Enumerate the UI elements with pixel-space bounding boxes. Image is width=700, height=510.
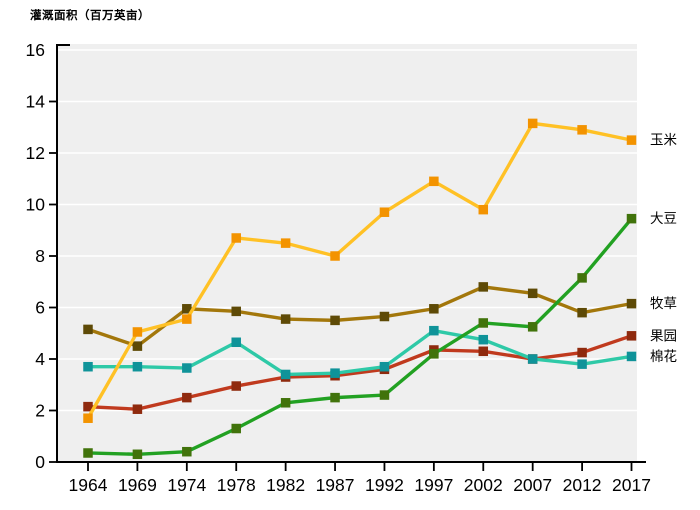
y-tick-label: 10	[26, 195, 46, 215]
series-marker-cotton	[280, 369, 291, 380]
series-label-corn: 玉米	[650, 133, 678, 148]
series-marker-soybean	[379, 390, 390, 400]
series-marker-corn	[429, 176, 439, 187]
series-marker-orchard	[132, 404, 143, 414]
series-marker-cotton	[478, 334, 489, 345]
y-tick-label: 8	[35, 246, 45, 266]
series-marker-hay	[330, 315, 340, 326]
series-marker-hay	[626, 298, 637, 309]
series-marker-cotton	[182, 363, 192, 373]
x-tick-label: 2002	[464, 475, 503, 495]
series-marker-soybean	[626, 213, 637, 224]
series-marker-hay	[182, 304, 192, 314]
series-marker-corn	[132, 327, 143, 337]
y-tick-label: 2	[35, 401, 45, 421]
series-marker-corn	[379, 207, 390, 217]
series-marker-hay	[231, 306, 241, 317]
series-marker-cotton	[626, 351, 637, 362]
x-tick-label: 1974	[167, 475, 206, 495]
series-marker-cotton	[429, 325, 439, 336]
series-marker-corn	[182, 314, 192, 324]
y-tick-label: 6	[35, 298, 45, 318]
series-label-orchard: 果园	[650, 328, 677, 343]
series-label-soybean: 大豆	[650, 211, 677, 226]
series-marker-hay	[83, 324, 93, 335]
series-marker-cotton	[527, 354, 538, 364]
series-line-orchard	[87, 334, 633, 411]
series-marker-soybean	[231, 423, 241, 434]
x-tick-label: 1982	[266, 475, 305, 495]
series-marker-soybean	[132, 449, 143, 460]
y-tick-label: 14	[26, 92, 46, 112]
series-marker-corn	[231, 233, 241, 243]
series-marker-soybean	[280, 398, 291, 408]
series-marker-orchard	[577, 347, 587, 358]
x-tick-label: 1997	[414, 475, 453, 495]
series-label-cotton: 棉花	[650, 349, 677, 364]
series-marker-corn	[527, 118, 538, 129]
series-marker-hay	[527, 288, 538, 299]
x-tick-label: 1992	[365, 475, 404, 495]
series-marker-orchard	[626, 331, 637, 341]
series-marker-corn	[626, 135, 637, 145]
series-marker-orchard	[231, 381, 241, 391]
series-line-cotton	[88, 328, 632, 377]
series-marker-soybean	[478, 318, 489, 328]
y-tick-label: 0	[35, 452, 45, 472]
x-tick-label: 1978	[217, 475, 256, 495]
x-tick-label: 2012	[563, 475, 602, 495]
series-marker-cotton	[132, 361, 143, 372]
x-tick-label: 1964	[69, 475, 108, 495]
series-line-corn	[86, 121, 632, 420]
series-marker-corn	[280, 238, 291, 248]
series-marker-hay	[429, 304, 439, 314]
series-marker-hay	[280, 314, 291, 324]
series-marker-corn	[330, 251, 340, 261]
series-marker-cotton	[379, 361, 390, 372]
series-marker-cotton	[231, 337, 241, 348]
series-line-hay	[87, 285, 632, 349]
series-marker-soybean	[429, 349, 439, 359]
series-marker-soybean	[330, 392, 340, 403]
series-marker-orchard	[83, 401, 93, 412]
series-marker-cotton	[83, 361, 93, 372]
series-marker-hay	[132, 341, 143, 351]
series-marker-hay	[577, 307, 587, 318]
series-marker-corn	[478, 204, 489, 215]
series-label-hay: 牧草	[650, 296, 677, 311]
y-tick-label: 12	[26, 143, 45, 163]
series-marker-orchard	[478, 346, 489, 357]
series-marker-soybean	[83, 448, 93, 458]
series-marker-hay	[379, 311, 390, 322]
series-marker-soybean	[577, 273, 587, 283]
x-tick-label: 2017	[612, 475, 651, 495]
y-axis-title: 灌溉面积（百万英亩）	[30, 8, 150, 22]
series-marker-cotton	[577, 359, 587, 369]
x-tick-label: 1969	[118, 475, 157, 495]
series-marker-corn	[83, 413, 93, 423]
series-marker-hay	[478, 282, 489, 292]
series-marker-orchard	[182, 392, 192, 403]
y-tick-label: 16	[26, 40, 45, 60]
y-tick-label: 4	[35, 349, 45, 369]
series-line-soybean	[87, 217, 633, 456]
series-marker-soybean	[182, 446, 192, 457]
x-tick-label: 2007	[513, 475, 552, 495]
plot-area	[57, 44, 637, 462]
x-tick-label: 1987	[316, 475, 355, 495]
series-marker-cotton	[330, 368, 340, 378]
series-marker-corn	[577, 125, 587, 135]
series-marker-soybean	[527, 322, 538, 332]
